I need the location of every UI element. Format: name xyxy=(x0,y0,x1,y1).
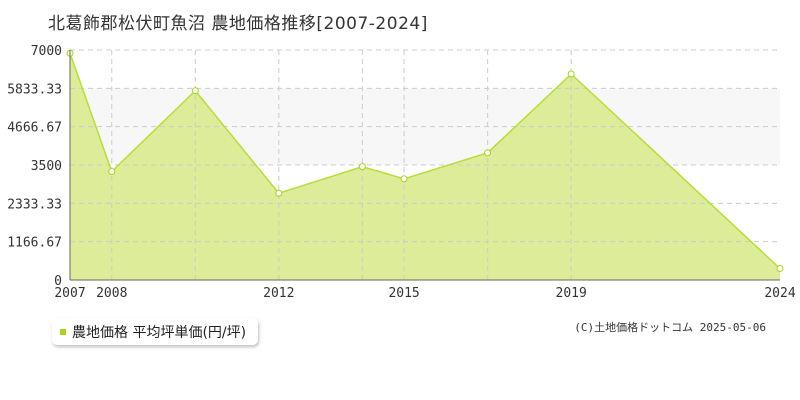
x-tick-label: 2008 xyxy=(96,286,127,301)
y-tick-label: 2333.33 xyxy=(7,197,62,212)
y-tick-label: 5833.33 xyxy=(7,82,62,97)
data-point xyxy=(776,265,784,272)
x-tick-label: 2024 xyxy=(764,286,795,301)
data-point xyxy=(567,70,575,78)
x-tick-label: 2012 xyxy=(263,286,294,301)
y-tick-label: 0 xyxy=(54,274,62,289)
data-point xyxy=(358,163,366,171)
y-tick-label: 1166.67 xyxy=(7,236,62,251)
x-tick-label: 2007 xyxy=(54,286,85,301)
y-tick-label: 4666.67 xyxy=(7,121,62,136)
series-area xyxy=(70,53,780,281)
credit-text: (C)土地価格ドットコム 2025-05-06 xyxy=(574,321,766,334)
data-point xyxy=(191,87,199,95)
data-point xyxy=(400,175,408,183)
x-tick-label: 2019 xyxy=(556,286,587,301)
data-point xyxy=(275,189,283,197)
plot-band xyxy=(70,50,780,89)
y-tick-label: 7000 xyxy=(31,44,62,59)
y-tick-label: 3500 xyxy=(31,159,62,174)
data-point xyxy=(108,168,116,176)
chart-title: 北葛飾郡松伏町魚沼 農地価格推移[2007-2024] xyxy=(48,14,428,34)
x-tick-label: 2015 xyxy=(388,286,419,301)
legend-swatch xyxy=(60,328,66,335)
legend: 農地価格 平均坪単価(円/坪) xyxy=(52,318,259,345)
legend-label: 農地価格 平均坪単価(円/坪) xyxy=(72,324,247,341)
data-point xyxy=(484,149,492,157)
